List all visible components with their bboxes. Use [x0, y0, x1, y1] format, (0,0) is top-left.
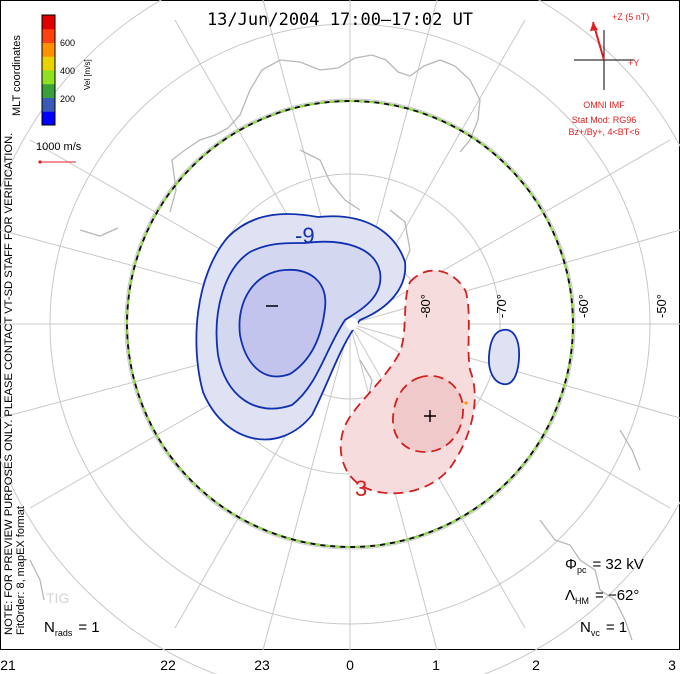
nvc-subscript: vc [591, 628, 601, 638]
mlt-coordinates-label: MLT coordinates [11, 35, 23, 116]
colorbar-segment [42, 111, 55, 126]
negative-cell [195, 213, 407, 441]
nrads-value: = 1 [78, 619, 99, 636]
latitude-label-70: -70° [494, 294, 509, 318]
nvc-symbol: N [580, 619, 591, 636]
svg-text:Nrads= 1: Nrads = 1 [44, 619, 100, 638]
mlt-tick-0: 0 [346, 657, 354, 673]
latitude-label-50: -50° [654, 294, 669, 318]
imf-condition-label: Bz+/By+, 4<BT<6 [568, 127, 639, 137]
colorbar-segment [42, 70, 55, 85]
colorbar-segment [42, 15, 55, 30]
negative-contour-label: -9 [295, 223, 315, 248]
mlt-tick-3: 3 [668, 657, 676, 673]
colorbar-tick-200: 200 [60, 94, 75, 104]
latitude-label-80: -80° [418, 294, 433, 318]
pos-contour-inner [392, 375, 464, 453]
colorbar-segment [42, 28, 55, 43]
positive-cell [339, 269, 476, 495]
map-title: 13/Jun/2004 17:00–17:02 UT [207, 10, 473, 30]
neg-contour-inner [238, 269, 327, 378]
mlt-tick-21: 21 [0, 657, 16, 673]
colorbar-segment [42, 42, 55, 57]
mlt-tick-1: 1 [432, 657, 440, 673]
positive-contour-label: 3 [355, 476, 367, 501]
imf-clock [574, 21, 634, 90]
lambda-value: = −62° [595, 587, 639, 604]
svg-text:Φpc= 32 kV: Φpc = 32 kV [565, 556, 644, 575]
colorbar-segment [42, 97, 55, 112]
hm-boundary-dash [126, 100, 574, 548]
colorbar-tick-400: 400 [60, 66, 75, 76]
vector-scale-label: 1000 m/s [36, 141, 82, 153]
preview-notice: NOTE: FOR PREVIEW PURPOSES ONLY. PLEASE … [3, 133, 15, 635]
cross-polar-potential: Φpc = 32 kV [565, 556, 644, 575]
mlt-tick-23: 23 [254, 657, 270, 673]
nrads-symbol: N [44, 619, 55, 636]
colorbar-tick-600: 600 [60, 38, 75, 48]
phi-symbol: Φ [565, 556, 577, 573]
mlt-tick-2: 2 [532, 657, 540, 673]
fit-order-info: FitOrder: 8, mapEX format [15, 506, 27, 635]
colorbar-unit-label: Vel [m/s] [83, 59, 92, 90]
velocity-vector-point [464, 401, 468, 405]
lambda-symbol: Λ [565, 587, 575, 604]
mlt-axis: 21 22 23 0 1 2 3 [0, 657, 676, 673]
colorbar-border [41, 14, 56, 126]
neg-contour-small [488, 328, 520, 386]
vector-count: Nvc = 1 [580, 619, 627, 638]
latitude-label-60: -60° [576, 294, 591, 318]
latitude-labels: -80° -70° -60° -50° [418, 294, 669, 318]
colorbar-segment [42, 56, 55, 71]
imf-source: OMNI IMF [583, 100, 625, 110]
svg-text:ΛHM= −62°: ΛHM = −62° [565, 587, 639, 606]
velocity-colorbar [41, 14, 56, 126]
pole-marker [346, 318, 358, 330]
mlt-tick-22: 22 [160, 657, 176, 673]
colorbar-segment [42, 83, 55, 98]
lambda-subscript: HM [575, 596, 589, 606]
stat-model-label: Stat Mod: RG96 [572, 115, 637, 125]
imf-y-label: +Y [628, 58, 639, 68]
nrads-subscript: rads [55, 628, 73, 638]
station-code: TIG [46, 590, 69, 606]
phi-value: = 32 kV [592, 556, 643, 573]
colorbar-ticks: 600 400 200 [60, 38, 75, 104]
imf-z-label: +Z (5 nT) [612, 12, 649, 22]
phi-subscript: pc [577, 565, 587, 575]
hm-latitude: ΛHM = −62° [565, 587, 639, 606]
svg-text:Nvc= 1: Nvc = 1 [580, 619, 627, 638]
radar-count: Nrads = 1 [44, 619, 100, 638]
nvc-value: = 1 [606, 619, 627, 636]
